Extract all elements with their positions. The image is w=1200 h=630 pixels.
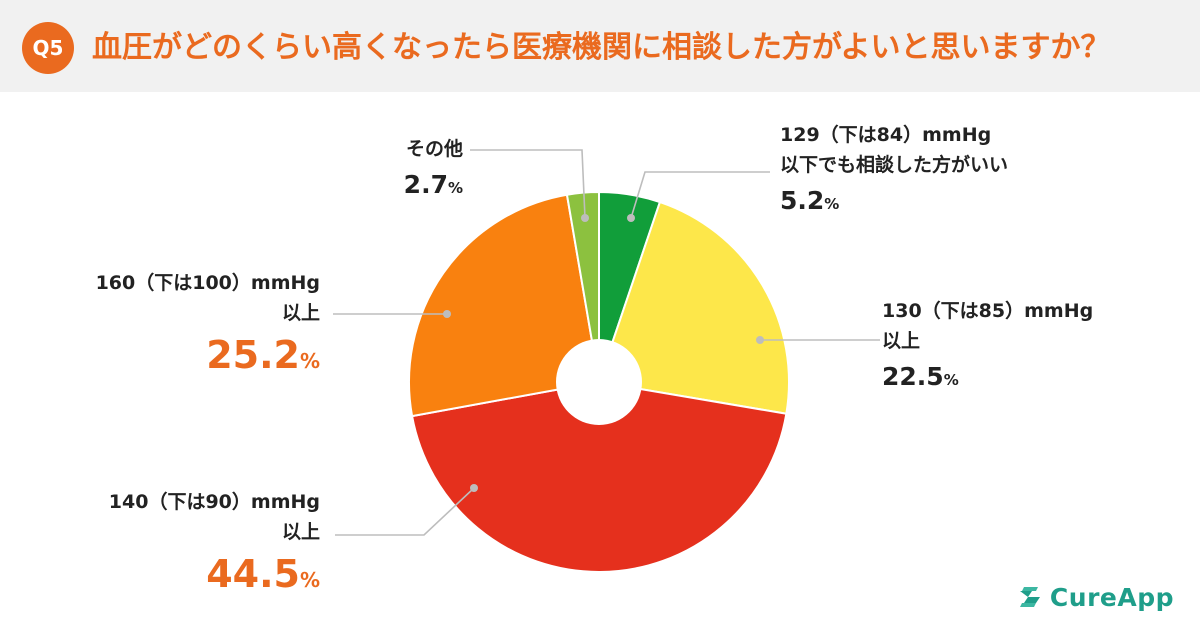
cureapp-logo-icon <box>1019 587 1040 607</box>
slice-value-130: 22.5% <box>882 362 959 391</box>
slice-label-130: 130（下は85）mmHg 以上 22.5% <box>882 296 1093 389</box>
slice-130-leader-dot <box>756 336 764 344</box>
slice-130 <box>597 200 790 415</box>
slice-value-160: 25.2% <box>206 333 320 377</box>
slice-other <box>565 190 600 383</box>
slice-129-leader-dot <box>627 214 635 222</box>
slice-160-leader-dot <box>443 310 451 318</box>
slice-label-160-line1: 160（下は100）mmHg <box>95 272 320 294</box>
slice-other-leader-dot <box>581 214 589 222</box>
header-bar: Q5 血圧がどのくらい高くなったら医療機関に相談した方がよいと思いますか？ <box>0 0 1200 92</box>
slice-value-129: 5.2% <box>780 186 840 215</box>
slice-label-140-line2: 以上 <box>281 521 320 543</box>
slice-140-leader-dot <box>470 484 478 492</box>
slice-160 <box>408 193 601 418</box>
slice-label-140-line1: 140（下は90）mmHg <box>108 491 320 513</box>
slice-other-leader-line <box>470 149 586 219</box>
cureapp-logo: CureApp <box>1016 582 1174 612</box>
slice-label-160-line2: 以上 <box>281 302 320 324</box>
slice-140 <box>410 380 788 573</box>
slice-label-140: 140（下は90）mmHg 以上 44.5% <box>109 487 320 593</box>
question-badge: Q5 <box>22 22 74 74</box>
brand-name: CureApp <box>1049 582 1174 612</box>
donut-hole <box>556 339 642 425</box>
slice-label-129: 129（下は84）mmHg 以下でも相談した方がいい 5.2% <box>780 120 1008 213</box>
slice-label-129-line2: 以下でも相談した方がいい <box>780 154 1009 176</box>
slice-label-130-line1: 130（下は85）mmHg <box>882 300 1094 322</box>
slice-value-140: 44.5% <box>206 552 320 596</box>
question-title: 血圧がどのくらい高くなったら医療機関に相談した方がよいと思いますか？ <box>92 30 1111 65</box>
slice-label-other: その他 2.7% <box>404 134 463 197</box>
slice-label-129-line1: 129（下は84）mmHg <box>780 124 992 146</box>
slice-label-other-line1: その他 <box>405 138 463 160</box>
slice-label-160: 160（下は100）mmHg 以上 25.2% <box>96 268 320 374</box>
slice-label-130-line2: 以上 <box>882 330 921 352</box>
slice-129-leader-line <box>630 171 770 219</box>
slice-140-leader-line <box>335 487 475 536</box>
slice-value-other: 2.7% <box>403 170 463 199</box>
